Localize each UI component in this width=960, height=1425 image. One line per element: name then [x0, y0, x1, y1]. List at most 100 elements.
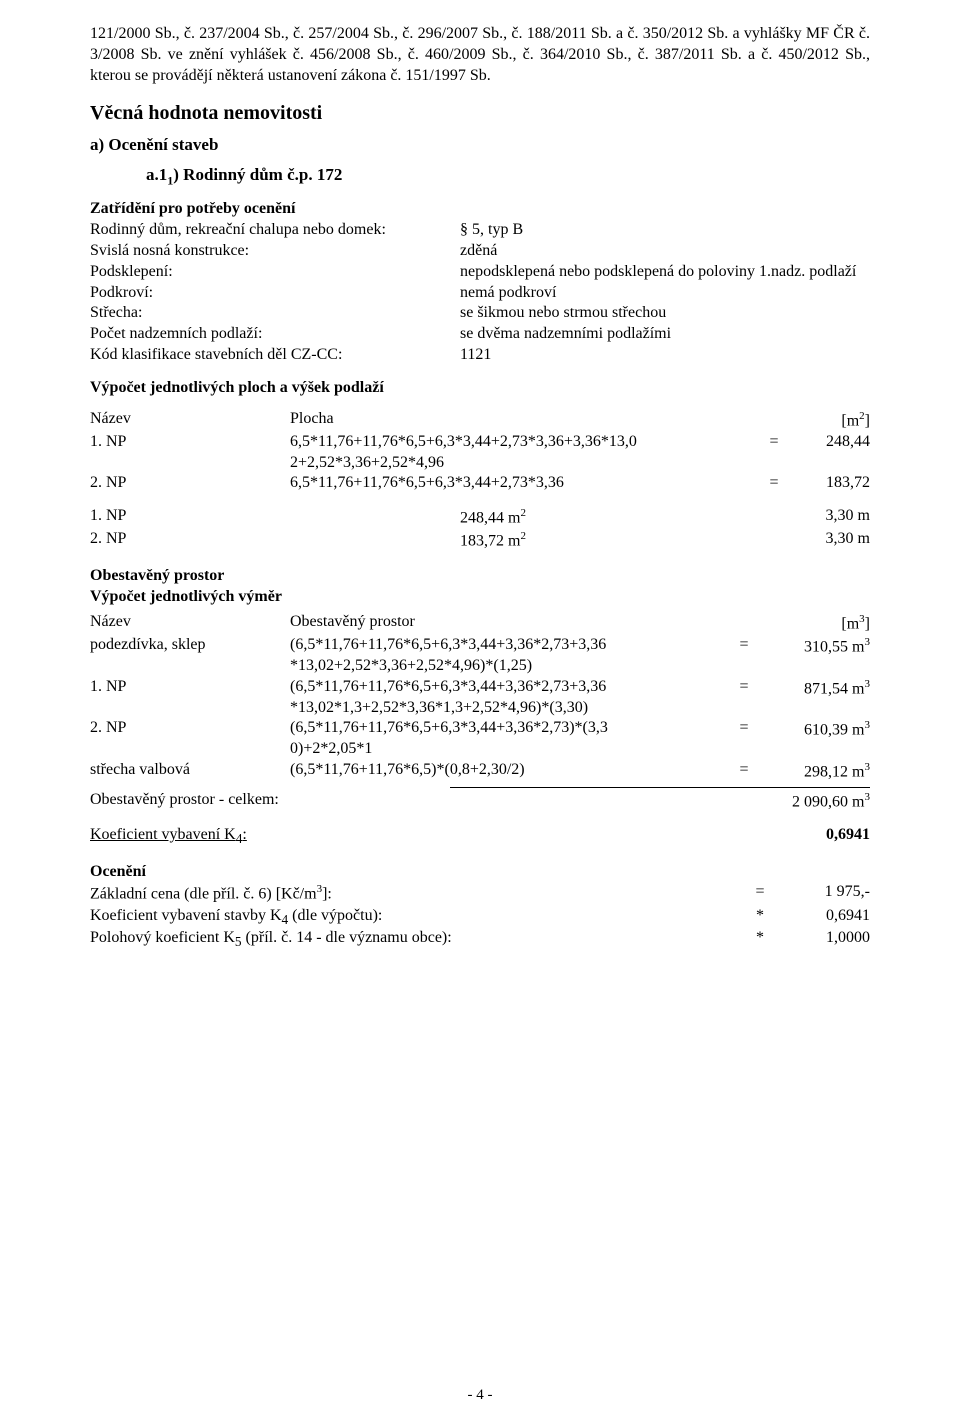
- total-row: Obestavěný prostor - celkem: 2 090,60 m3: [90, 790, 870, 813]
- zat-left: Počet nadzemních podlaží:: [90, 324, 460, 345]
- plochy-eq: =: [758, 432, 790, 453]
- ob-expr: (6,5*11,76+11,76*6,5+6,3*3,44+3,36*2,73)…: [290, 718, 728, 760]
- ob-expr: (6,5*11,76+11,76*6,5)*(0,8+2,30/2): [290, 760, 728, 781]
- ob-expr: (6,5*11,76+11,76*6,5+6,3*3,44+3,36*2,73+…: [290, 677, 728, 719]
- ob-expr: (6,5*11,76+11,76*6,5+6,3*3,44+3,36*2,73+…: [290, 635, 728, 677]
- np-area: 183,72 m2: [460, 529, 780, 552]
- zat-left: Podkroví:: [90, 283, 460, 304]
- zat-row: Kód klasifikace stavebních děl CZ-CC:112…: [90, 345, 870, 366]
- a11-prefix: a.1: [146, 165, 167, 184]
- k4-row: Koeficient vybavení K4: 0,6941: [90, 825, 870, 848]
- ob-header-unit: [m3]: [760, 612, 870, 635]
- zat-right: nepodsklepená nebo podsklepená do polovi…: [460, 262, 870, 283]
- plochy-c1: 2. NP: [90, 473, 290, 494]
- np-height: 3,30 m: [780, 529, 870, 552]
- plochy-c2: 6,5*11,76+11,76*6,5+6,3*3,44+2,73*3,36: [290, 473, 758, 494]
- np-row: 1. NP248,44 m23,30 m: [90, 506, 870, 529]
- ob-value: 310,55 m3: [760, 635, 870, 658]
- np-row: 2. NP183,72 m23,30 m: [90, 529, 870, 552]
- np-area: 248,44 m2: [460, 506, 780, 529]
- ob-eq: =: [728, 718, 760, 739]
- ob-value: 298,12 m3: [760, 760, 870, 783]
- subsection-a: a) Ocenění staveb: [90, 134, 870, 156]
- total-value: 2 090,60 m3: [710, 790, 870, 813]
- np-name: 2. NP: [90, 529, 460, 552]
- np-summary-block: 1. NP248,44 m23,30 m2. NP183,72 m23,30 m: [90, 506, 870, 552]
- zat-left: Svislá nosná konstrukce:: [90, 241, 460, 262]
- plochy-header-nazev: Název: [90, 409, 290, 432]
- ob-row: 2. NP(6,5*11,76+11,76*6,5+6,3*3,44+3,36*…: [90, 718, 870, 760]
- zat-row: Rodinný dům, rekreační chalupa nebo dome…: [90, 220, 870, 241]
- zat-row: Podkroví:nemá podkroví: [90, 283, 870, 304]
- zat-left: Podsklepení:: [90, 262, 460, 283]
- np-name: 1. NP: [90, 506, 460, 529]
- zat-left: Kód klasifikace stavebních děl CZ-CC:: [90, 345, 460, 366]
- np-height: 3,30 m: [780, 506, 870, 529]
- zat-row: Střecha:se šikmou nebo strmou střechou: [90, 303, 870, 324]
- zat-row: Podsklepení:nepodsklepená nebo podsklepe…: [90, 262, 870, 283]
- total-separator: [450, 787, 870, 788]
- total-label: Obestavěný prostor - celkem:: [90, 790, 710, 813]
- oc-value: 1 975,-: [780, 882, 870, 905]
- oc-op: *: [740, 906, 780, 929]
- ob-eq: =: [728, 635, 760, 656]
- plochy-c2: 6,5*11,76+11,76*6,5+6,3*3,44+2,73*3,36+3…: [290, 432, 758, 474]
- oc-label: Základní cena (dle příl. č. 6) [Kč/m3]:: [90, 882, 740, 905]
- oceneni-row: Polohový koeficient K5 (příl. č. 14 - dl…: [90, 928, 870, 951]
- plochy-heading: Výpočet jednotlivých ploch a výšek podla…: [90, 378, 870, 399]
- oc-op: *: [740, 928, 780, 951]
- subsection-a11: a.11) Rodinný dům č.p. 172: [146, 164, 870, 189]
- oceneni-heading: Ocenění: [90, 862, 870, 883]
- ob-name: střecha valbová: [90, 760, 290, 781]
- zat-left: Střecha:: [90, 303, 460, 324]
- zat-right: nemá podkroví: [460, 283, 870, 304]
- zat-right: se šikmou nebo strmou střechou: [460, 303, 870, 324]
- oc-label: Koeficient vybavení stavby K4 (dle výpoč…: [90, 906, 740, 929]
- ob-row: podezdívka, sklep(6,5*11,76+11,76*6,5+6,…: [90, 635, 870, 677]
- zatrideni-block: Zatřídění pro potřeby ocenění Rodinný dů…: [90, 199, 870, 365]
- section-title: Věcná hodnota nemovitosti: [90, 100, 870, 126]
- zat-right: 1121: [460, 345, 870, 366]
- ob-row: 1. NP(6,5*11,76+11,76*6,5+6,3*3,44+3,36*…: [90, 677, 870, 719]
- zatrideni-heading: Zatřídění pro potřeby ocenění: [90, 199, 870, 220]
- plochy-row: 2. NP6,5*11,76+11,76*6,5+6,3*3,44+2,73*3…: [90, 473, 870, 494]
- ob-row: střecha valbová(6,5*11,76+11,76*6,5)*(0,…: [90, 760, 870, 783]
- obestaveny-heading-1: Obestavěný prostor: [90, 566, 870, 587]
- plochy-header-row: Název Plocha [m2]: [90, 409, 870, 432]
- zat-row: Počet nadzemních podlaží:se dvěma nadzem…: [90, 324, 870, 345]
- oc-label: Polohový koeficient K5 (příl. č. 14 - dl…: [90, 928, 740, 951]
- plochy-c3: 183,72: [790, 473, 870, 494]
- oc-value: 1,0000: [780, 928, 870, 951]
- obestaveny-heading-2: Výpočet jednotlivých výměr: [90, 587, 870, 608]
- plochy-c1: 1. NP: [90, 432, 290, 453]
- plochy-header-unit: [m2]: [790, 409, 870, 432]
- zat-right: § 5, typ B: [460, 220, 870, 241]
- oceneni-row: Základní cena (dle příl. č. 6) [Kč/m3]:=…: [90, 882, 870, 905]
- zat-right: se dvěma nadzemními podlažími: [460, 324, 870, 345]
- k4-value: 0,6941: [780, 825, 870, 848]
- plochy-c3: 248,44: [790, 432, 870, 453]
- ob-header-nazev: Název: [90, 612, 290, 635]
- zat-left: Rodinný dům, rekreační chalupa nebo dome…: [90, 220, 460, 241]
- k4-label: Koeficient vybavení K4:: [90, 825, 780, 848]
- page-footer: - 4 -: [0, 1386, 960, 1406]
- ob-header-row: Název Obestavěný prostor [m3]: [90, 612, 870, 635]
- ob-name: 2. NP: [90, 718, 290, 739]
- ob-header-op: Obestavěný prostor: [290, 612, 760, 635]
- oc-op: =: [740, 882, 780, 905]
- oc-value: 0,6941: [780, 906, 870, 929]
- zat-row: Svislá nosná konstrukce:zděná: [90, 241, 870, 262]
- a11-rest: ) Rodinný dům č.p. 172: [173, 165, 342, 184]
- ob-eq: =: [728, 677, 760, 698]
- ob-value: 871,54 m3: [760, 677, 870, 700]
- ob-value: 610,39 m3: [760, 718, 870, 741]
- ob-eq: =: [728, 760, 760, 781]
- ob-name: podezdívka, sklep: [90, 635, 290, 656]
- oceneni-row: Koeficient vybavení stavby K4 (dle výpoč…: [90, 906, 870, 929]
- zat-right: zděná: [460, 241, 870, 262]
- ob-name: 1. NP: [90, 677, 290, 698]
- intro-paragraph: 121/2000 Sb., č. 237/2004 Sb., č. 257/20…: [90, 24, 870, 86]
- plochy-eq: =: [758, 473, 790, 494]
- plochy-header-plocha: Plocha: [290, 409, 790, 432]
- plochy-row: 1. NP6,5*11,76+11,76*6,5+6,3*3,44+2,73*3…: [90, 432, 870, 474]
